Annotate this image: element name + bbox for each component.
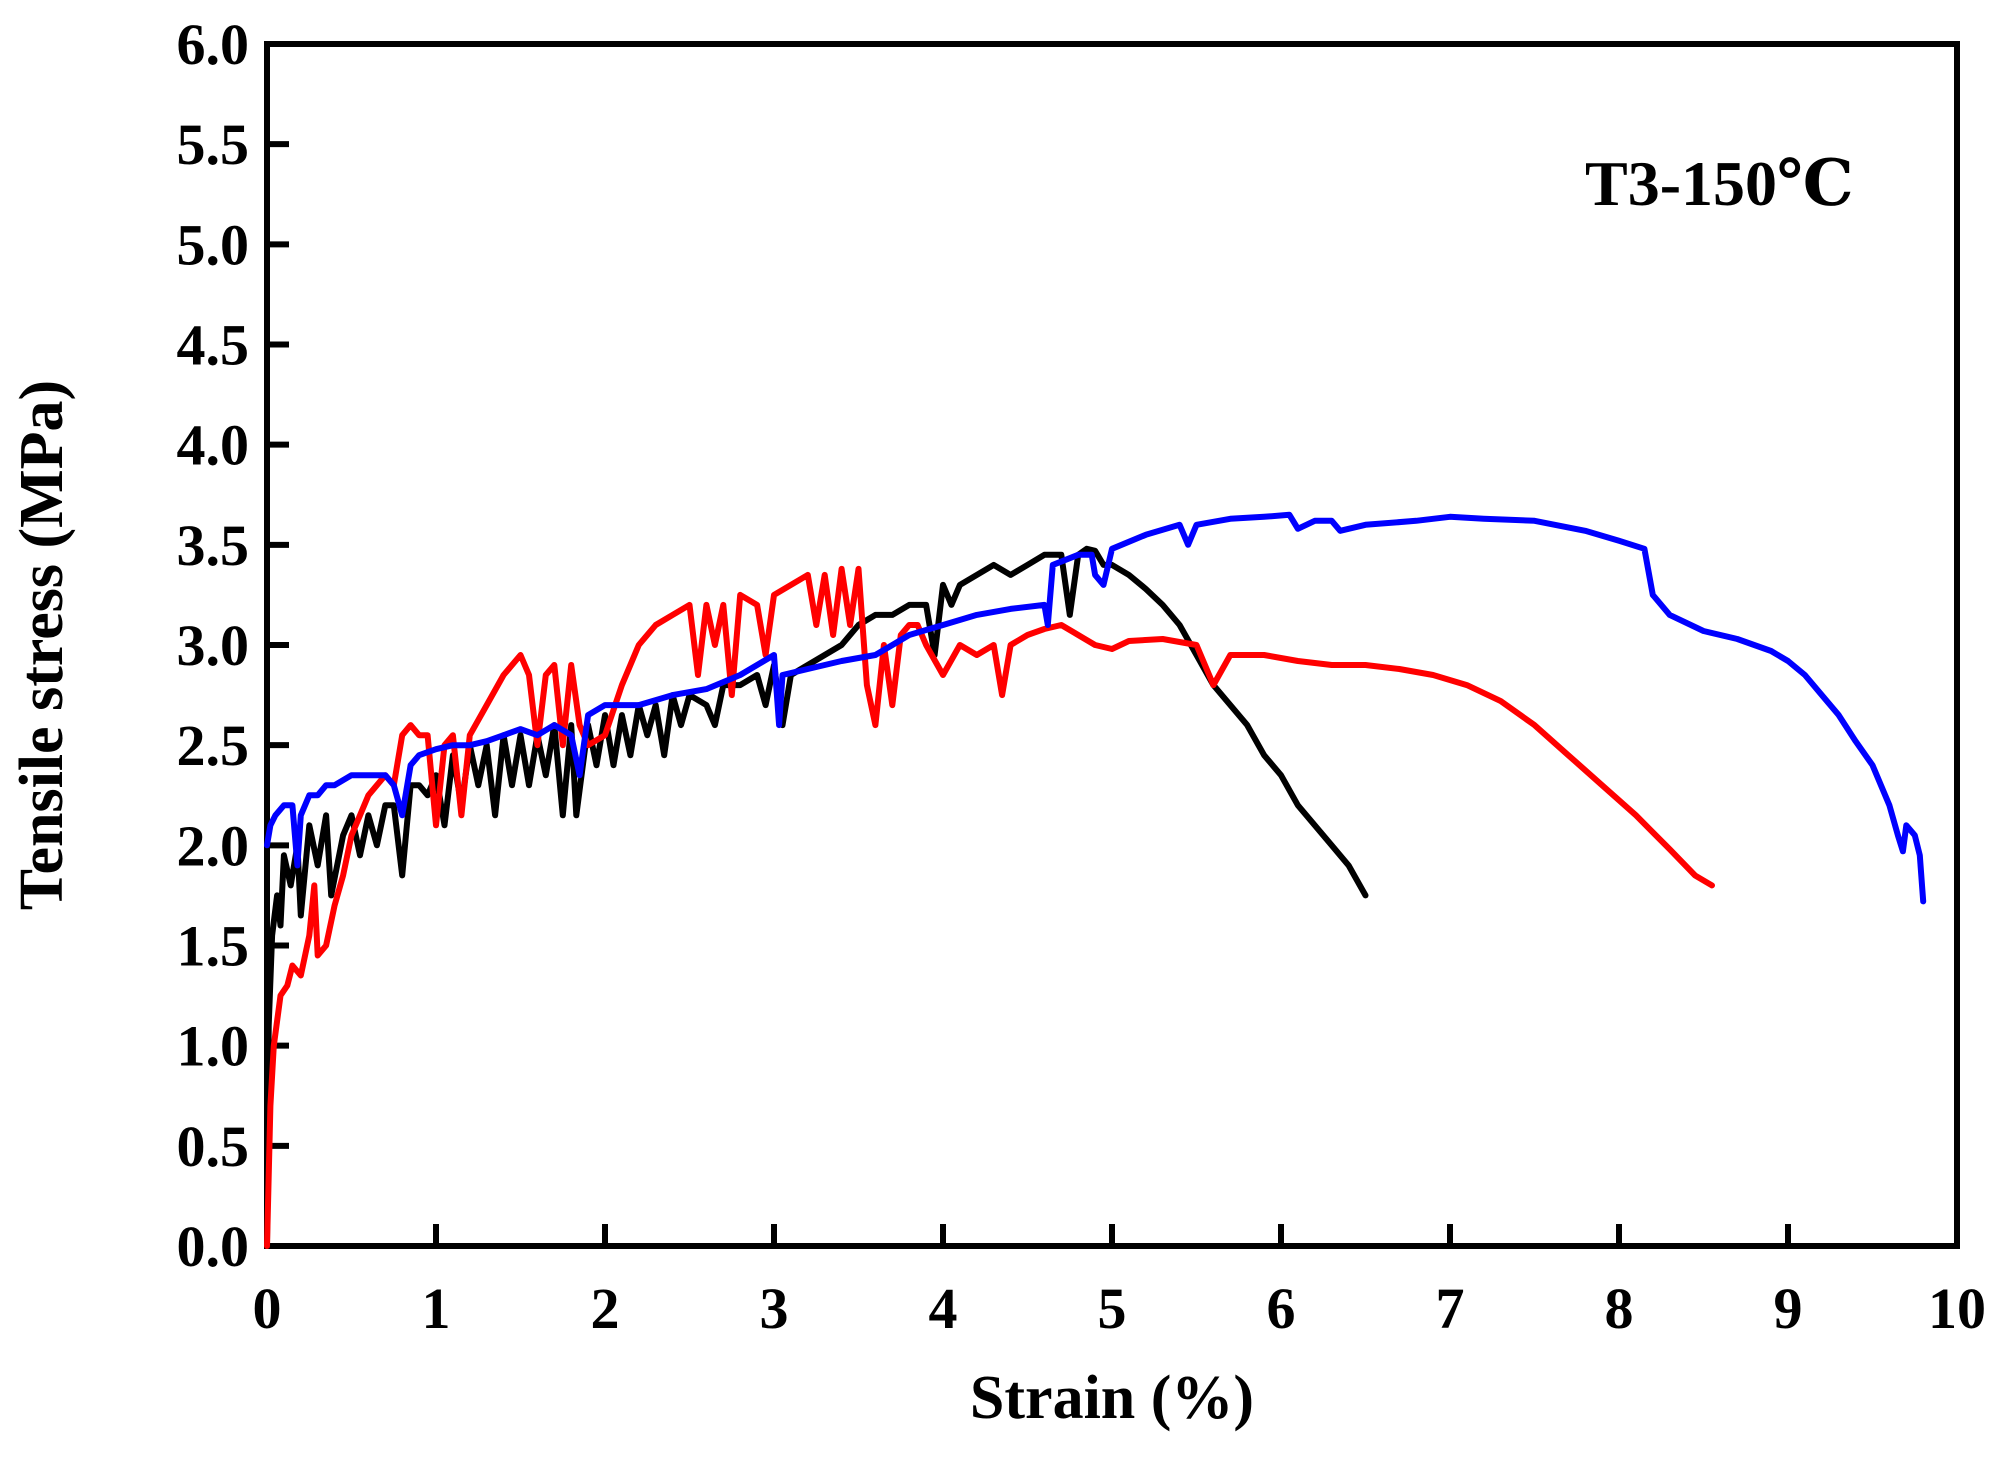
y-tick-label: 5.5 (177, 112, 250, 177)
x-tick-label: 6 (1267, 1276, 1296, 1341)
series-line-blue (264, 511, 1927, 905)
y-tick-label: 6.0 (177, 12, 250, 77)
x-tick-label: 3 (760, 1276, 789, 1341)
y-tick-label: 4.5 (177, 313, 250, 378)
series-layer (264, 511, 1927, 1249)
x-tick-label: 1 (422, 1276, 451, 1341)
x-tick-label: 2 (591, 1276, 620, 1341)
y-tick-label: 0.5 (177, 1114, 250, 1179)
y-tick-label: 5.0 (177, 212, 250, 277)
y-tick-label: 0.0 (177, 1214, 250, 1279)
y-axis-title: Tensile stress (MPa) (8, 380, 76, 910)
y-axis-ticks: 0.0 0.5 1.0 1.5 2.0 2.5 3.0 3.5 4.0 4.5 5.0 5.5 6.0 (177, 12, 289, 1279)
y-tick-label: 2.0 (177, 813, 250, 878)
x-axis-title: Strain (%) (970, 1364, 1254, 1432)
series-line-black (264, 545, 1369, 1249)
x-tick-label: 8 (1605, 1276, 1634, 1341)
x-tick-label: 10 (1928, 1276, 1986, 1341)
x-tick-label: 9 (1774, 1276, 1803, 1341)
y-tick-label: 3.0 (177, 613, 250, 678)
y-tick-label: 3.5 (177, 513, 250, 578)
y-tick-label: 1.5 (177, 914, 250, 979)
x-tick-label: 0 (253, 1276, 282, 1341)
y-tick-label: 1.0 (177, 1014, 250, 1079)
x-tick-label: 4 (929, 1276, 958, 1341)
y-tick-label: 4.0 (177, 413, 250, 478)
x-tick-label: 7 (1436, 1276, 1465, 1341)
x-axis-ticks: 0 1 2 3 4 5 6 7 8 9 10 (253, 1224, 1986, 1341)
plot-area-frame (264, 41, 1960, 1249)
y-tick-label: 2.5 (177, 713, 250, 778)
x-tick-label: 5 (1098, 1276, 1127, 1341)
chart-annotation: T3-150℃ (1585, 148, 1854, 219)
